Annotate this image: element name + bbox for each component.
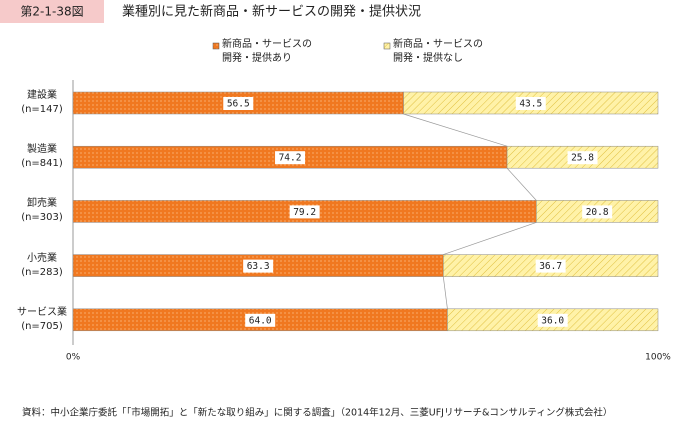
value-label-box [582,205,613,219]
value-label: 64.0 [249,315,272,326]
value-label: 79.2 [293,207,316,218]
legend-label: 新商品・サービスの 開発・提供なし [393,39,483,64]
value-label: 43.5 [519,99,542,110]
value-label: 63.3 [247,261,270,272]
connector-line [443,222,537,255]
value-label: 74.2 [279,153,302,164]
value-label-box [275,151,306,165]
value-label-box [245,313,276,327]
y-tick-label: 小売業 (n=283) [21,252,63,278]
y-tick-label: サービス業 (n=705) [17,306,67,332]
legend-swatch [212,42,220,50]
value-label-box [243,259,274,273]
legend-swatch [383,42,391,50]
y-tick-label: 製造業 (n=841) [21,144,63,170]
figure-number: 第2-1-38図 [20,5,83,19]
value-label: 25.8 [571,153,594,164]
value-label: 20.8 [586,207,609,218]
x-tick-label: 0% [66,353,81,363]
y-tick-label: 卸売業 (n=303) [21,198,63,224]
value-label: 36.0 [541,315,564,326]
value-label: 56.5 [227,99,250,110]
value-label-box [223,97,254,110]
y-tick-label: 建設業 (n=147) [21,90,63,115]
value-label-box [515,97,546,110]
connector-line [442,276,448,309]
value-label: 36.7 [539,261,562,272]
legend-label: 新商品・サービスの 開発・提供あり [222,39,312,64]
x-tick-label: 100% [645,353,671,363]
figure-box [0,0,104,23]
value-label-box [567,151,598,165]
value-label-box [289,205,320,219]
value-label-box [537,313,568,327]
connector-line [403,113,508,147]
source: 資料：中小企業庁委託「「市場開拓」と「新たな取り組み」に関する調査」（2014年… [22,407,612,419]
connector-line [506,167,537,201]
title: 業種別に見た新商品・新サービスの開発・提供状況 [122,4,421,20]
value-label-box [535,259,566,273]
